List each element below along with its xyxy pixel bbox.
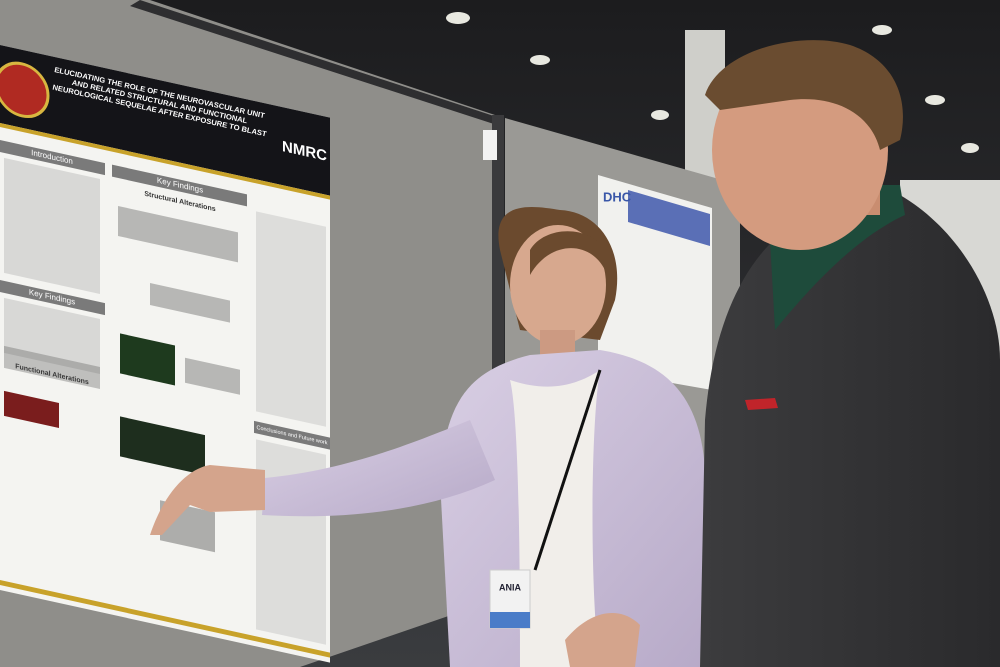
shape xyxy=(4,390,59,428)
shape xyxy=(118,205,238,263)
banner-stripe xyxy=(0,123,330,200)
ceiling-lights xyxy=(446,12,979,153)
shape xyxy=(530,231,605,275)
shape xyxy=(256,211,326,427)
shape xyxy=(0,580,330,658)
shape xyxy=(120,333,175,386)
shape xyxy=(490,612,530,628)
shape xyxy=(0,140,105,176)
presenter: ANIA xyxy=(150,206,705,667)
top xyxy=(510,370,600,667)
poster-banner xyxy=(0,45,330,196)
poster-header xyxy=(628,190,710,246)
shape xyxy=(112,164,247,207)
poster-figures xyxy=(4,205,240,553)
shape xyxy=(150,282,230,323)
attendee xyxy=(700,40,1000,667)
pocket-square xyxy=(745,398,778,410)
shape xyxy=(651,110,669,120)
shape xyxy=(530,55,550,65)
shape xyxy=(4,297,100,374)
hand xyxy=(150,465,265,535)
poster-seal xyxy=(0,61,50,118)
sleeve xyxy=(262,420,495,517)
hair xyxy=(705,40,903,150)
shape xyxy=(185,357,240,395)
shape xyxy=(0,280,105,316)
shape xyxy=(254,420,330,450)
lanyard xyxy=(533,369,602,571)
shape xyxy=(256,439,326,645)
shape xyxy=(446,12,470,24)
shape xyxy=(961,143,979,153)
shape xyxy=(4,157,100,294)
hands xyxy=(565,613,640,667)
shape xyxy=(120,416,205,476)
board-frame xyxy=(130,0,500,126)
badge-name: ANIA xyxy=(499,582,521,592)
poster: ELUCIDATING THE ROLE OF THE NEUROVASCULA… xyxy=(0,45,330,663)
board-tag xyxy=(483,130,497,160)
shape xyxy=(925,95,945,105)
shape xyxy=(872,25,892,35)
poster-logo: DHC xyxy=(603,189,632,204)
shape xyxy=(4,345,100,389)
